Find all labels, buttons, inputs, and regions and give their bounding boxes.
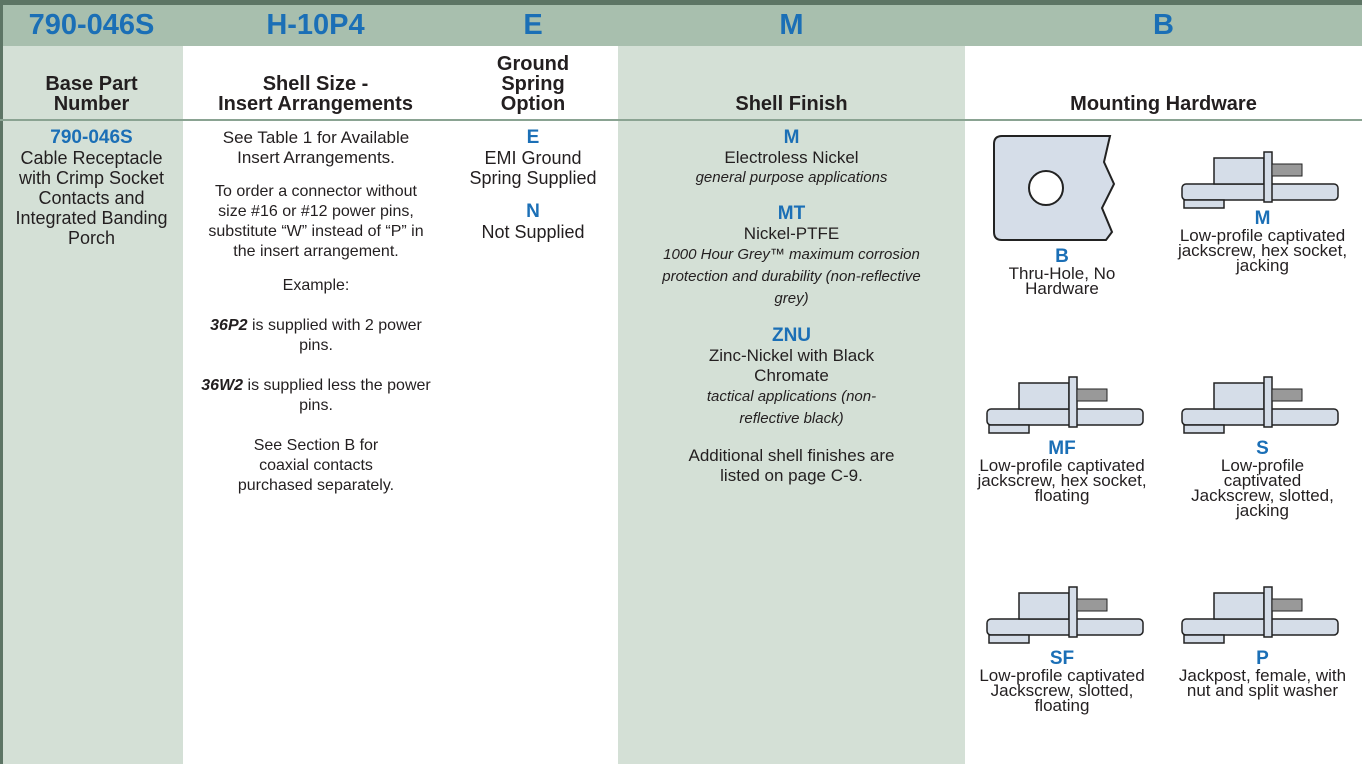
divider [0,119,1362,121]
finish-code: M [783,127,800,148]
hardware-icon [1180,375,1340,435]
text: To order a connector without size #16 or… [208,183,424,260]
shell-finish-cell: M Electroless Nickel general purpose app… [640,128,943,486]
order-code: H-10P4 [266,9,365,41]
hardware-option: B Thru-Hole, No Hardware [967,246,1157,298]
hardware-code: SF [1049,648,1075,669]
finish-code: MT [777,203,806,224]
column-header: Shell Size - Insert Arrangements [183,46,448,120]
finish-name: Electroless Nickel [724,148,859,167]
finish-use: general purpose applications [695,169,888,186]
base-part-cell: 790-046S Cable Receptacle with Crimp Soc… [10,127,173,249]
text: is supplied with 2 power pins. [247,317,422,354]
order-code: E [523,9,543,41]
border [0,0,3,764]
text: Example: [282,277,350,294]
header-line: Shell Size - [262,73,369,95]
option-text: Not Supplied [481,222,585,242]
option-code: E [526,127,540,148]
hardware-text: Low-profile captivated jackscrew, hex so… [977,456,1147,505]
option-code: N [526,201,540,222]
example-code: 36W2 [201,377,244,394]
hardware-option: MF Low-profile captivated jackscrew, hex … [967,438,1157,505]
hardware-icon [985,375,1145,435]
shell-size-cell: See Table 1 for Available Insert Arrange… [200,128,432,508]
order-code: M [779,9,804,41]
finish-name: Nickel-PTFE [743,224,840,243]
example-code: 36P2 [210,317,248,334]
example: 36W2 is supplied less the power pins. [200,376,432,416]
hardware-icon [1180,150,1340,210]
hardware-code: S [1256,438,1269,459]
finish-note: Additional shell finishes are listed on … [688,446,895,485]
hardware-text: Low-profile captivated jackscrew, hex so… [1177,226,1348,275]
order-code: B [1153,9,1174,41]
header-line: Insert Arrangements [218,93,413,115]
hardware-option: M Low-profile captivated jackscrew, hex s… [1165,208,1360,275]
text: is supplied less the power pins. [243,377,431,414]
column-header: Base Part Number [0,46,183,120]
hardware-icon [985,585,1145,645]
header-line: Option [500,93,566,115]
hardware-icon [1180,585,1340,645]
column-header: Shell Finish [618,46,965,120]
column-bg [618,46,965,764]
ground-spring-cell: E EMI Ground Spring Supplied N Not Suppl… [458,127,608,243]
hardware-option: SF Low-profile captivated Jackscrew, slot… [967,648,1157,715]
hardware-code: P [1256,648,1269,669]
hardware-code: B [1055,246,1069,267]
code-bar [0,0,1362,46]
hardware-text: Low-profile captivated Jackscrew, slotte… [1191,456,1334,520]
text: See Table 1 for Available Insert Arrange… [222,128,410,167]
column-header: Ground Spring Option [448,46,618,120]
hardware-text: Jackpost, female, with nut and split was… [1178,666,1347,700]
hardware-text: Thru-Hole, No Hardware [1008,264,1116,298]
hardware-text: Low-profile captivated Jackscrew, slotte… [979,666,1145,715]
header-line: Ground [496,53,570,75]
example: 36P2 is supplied with 2 power pins. [200,316,432,356]
hardware-code: M [1254,208,1271,229]
header-line: Shell Finish [735,93,848,115]
column-header: Mounting Hardware [965,46,1362,120]
header-line: Spring [501,73,565,95]
hardware-code: MF [1048,438,1076,459]
column-bg [0,46,183,764]
finish-use: tactical applications (non-reflective bl… [706,388,877,427]
header-line: Mounting Hardware [1070,93,1257,115]
header-line: Base Part [45,73,138,95]
order-code: 790-046S [28,9,155,41]
thru-hole-icon [993,135,1116,241]
hardware-option: P Jackpost, female, with nut and split wa… [1165,648,1360,700]
hardware-option: S Low-profile captivated Jackscrew, slott… [1165,438,1360,520]
part-description: Cable Receptacle with Crimp Socket Conta… [15,148,168,248]
header-line: Number [53,93,130,115]
finish-use: 1000 Hour Grey™ maximum corrosion protec… [662,246,921,307]
option-text: EMI Ground Spring Supplied [469,148,597,188]
part-code: 790-046S [50,127,133,148]
text: See Section B for coaxial contacts purch… [237,437,395,494]
finish-name: Zinc-Nickel with Black Chromate [708,346,875,385]
finish-code: ZNU [771,325,812,346]
